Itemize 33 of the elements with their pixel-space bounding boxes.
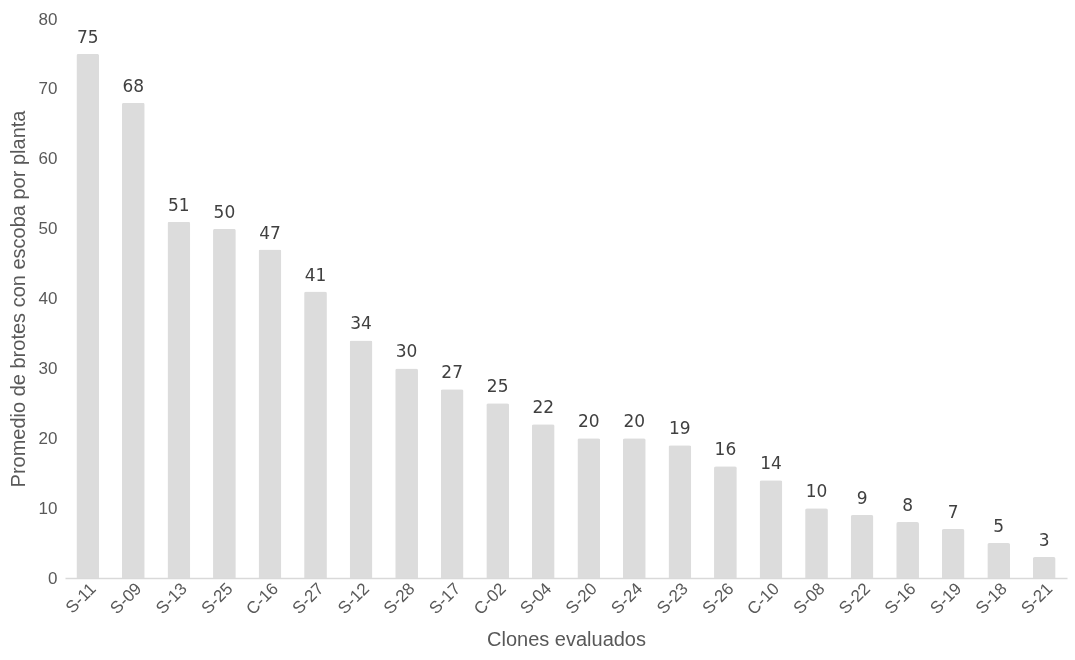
data-label: 34 <box>350 313 372 334</box>
y-tick-label: 80 <box>38 9 58 29</box>
y-tick-label: 30 <box>38 358 58 378</box>
data-label: 20 <box>577 411 600 432</box>
data-label: 7 <box>947 502 959 523</box>
data-label: 51 <box>168 194 190 215</box>
y-tick-label: 10 <box>38 498 58 518</box>
data-label: 16 <box>714 439 737 460</box>
y-axis-title: Promedio de brotes con escoba por planta <box>6 109 29 488</box>
data-label: 8 <box>902 495 913 516</box>
data-label: 68 <box>122 75 145 96</box>
x-axis-title: Clones evaluados <box>487 627 646 650</box>
data-label: 22 <box>532 397 555 418</box>
y-tick-label: 70 <box>38 79 58 99</box>
y-tick-label: 20 <box>38 428 58 448</box>
data-label: 75 <box>76 26 99 47</box>
data-label: 5 <box>993 516 1005 537</box>
data-label: 50 <box>213 201 236 222</box>
data-label: 25 <box>486 376 509 397</box>
data-label: 41 <box>304 264 327 285</box>
data-label: 19 <box>669 418 691 439</box>
data-label: 3 <box>1038 530 1050 551</box>
y-tick-label: 0 <box>48 568 58 588</box>
data-label: 30 <box>395 341 418 362</box>
y-tick-label: 60 <box>38 149 58 169</box>
data-label: 47 <box>259 222 281 243</box>
data-label: 27 <box>441 362 463 383</box>
y-tick-label: 50 <box>38 219 58 239</box>
data-label: 20 <box>623 411 646 432</box>
data-label: 9 <box>856 488 868 509</box>
data-label: 14 <box>760 453 782 474</box>
y-tick-label: 40 <box>38 289 58 308</box>
data-label: 10 <box>805 481 828 502</box>
